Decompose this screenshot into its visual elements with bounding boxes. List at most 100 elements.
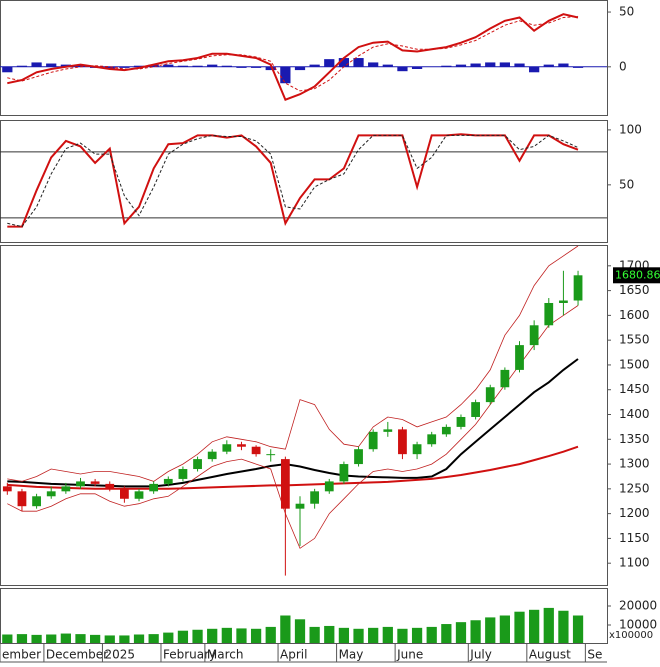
histogram-bar: [470, 63, 481, 67]
candle-body: [368, 431, 378, 450]
candle-body: [251, 446, 261, 455]
candle-body: [149, 483, 159, 492]
y-tick-label: 50: [619, 177, 634, 191]
x-tick-label: July: [469, 648, 492, 662]
candle-body: [134, 491, 144, 499]
candle-body: [193, 459, 202, 470]
candle-body: [32, 496, 41, 507]
histogram-bar: [46, 63, 57, 67]
volume-bar: [265, 626, 276, 643]
candle-body: [280, 459, 290, 509]
histogram-bar: [353, 58, 364, 67]
y-tick-label: 1450: [619, 382, 650, 396]
candle-body: [456, 416, 466, 427]
candle-body: [500, 369, 510, 388]
y-tick-label: 50: [619, 5, 634, 19]
histogram-bar: [16, 65, 28, 67]
unit-label: x100000: [609, 630, 653, 641]
candle-body: [178, 469, 188, 479]
candle-body: [485, 387, 495, 403]
volume-bar: [192, 629, 203, 643]
histogram-bar: [411, 66, 423, 69]
volume-bar: [485, 617, 496, 643]
histogram-bar: [60, 64, 71, 67]
volume-bar: [60, 633, 71, 643]
series-line: [7, 245, 579, 482]
y-tick-label: 1600: [619, 308, 650, 322]
y-tick-label: 1150: [619, 531, 650, 545]
volume-bar: [207, 628, 218, 643]
y-tick-label: 1250: [619, 481, 650, 495]
series-line: [7, 305, 579, 549]
candle-body: [2, 486, 12, 492]
x-tick-label: 2025: [104, 648, 135, 662]
histogram-bar: [119, 66, 130, 68]
candle-body: [46, 491, 56, 497]
candle-body: [354, 449, 363, 465]
volume-bar: [90, 634, 101, 643]
panel-frame: [0, 120, 608, 243]
histogram-bar: [31, 62, 42, 67]
histogram-bar: [499, 62, 510, 67]
histogram-bar: [221, 65, 232, 67]
candle-body: [559, 300, 568, 303]
volume-bar: [324, 625, 335, 643]
candle-body: [529, 325, 539, 346]
volume-bar: [2, 634, 13, 643]
histogram-bar: [265, 66, 276, 71]
volume-bar: [236, 628, 247, 643]
y-tick-label: 0: [619, 59, 627, 73]
candle-body: [412, 444, 422, 455]
candle-body: [76, 481, 85, 487]
volume-bar: [133, 634, 145, 643]
volume-bar: [397, 628, 408, 643]
volume-bar: [499, 615, 510, 643]
histogram-bar: [75, 64, 86, 67]
candle-body: [61, 486, 71, 492]
last-price-box: [613, 267, 660, 284]
candle-body: [427, 434, 437, 445]
volume-bar: [338, 627, 350, 643]
volume-bar: [382, 626, 393, 643]
volume-bar: [221, 627, 232, 643]
histogram-bar: [514, 63, 525, 67]
volume-bar: [572, 615, 584, 643]
candle-body: [324, 481, 334, 492]
histogram-bar: [338, 58, 350, 67]
volume-bar: [426, 626, 437, 643]
histogram-bar: [104, 66, 115, 69]
volume-bar: [31, 634, 42, 643]
y-tick-label: 1200: [619, 506, 650, 520]
candle-body: [544, 302, 554, 326]
histogram-bar: [133, 65, 145, 67]
candle-body: [295, 503, 305, 509]
volume-bar: [294, 619, 306, 643]
histogram-bar: [236, 66, 247, 68]
panel-frame: [0, 588, 608, 644]
histogram-bar: [529, 66, 540, 73]
x-tick-label: April: [280, 648, 307, 662]
volume-bar: [280, 615, 291, 643]
candle-body: [471, 402, 480, 417]
y-tick-label: 1100: [619, 556, 650, 570]
candle-body: [207, 451, 217, 460]
panel-frame: [0, 0, 608, 116]
volume-bar: [163, 632, 174, 643]
volume-bar: [177, 630, 189, 643]
volume-bar: [455, 622, 467, 643]
histogram-bar: [207, 64, 218, 67]
y-tick-label: 100: [619, 122, 642, 136]
histogram-bar: [280, 66, 291, 84]
candle-body: [105, 483, 115, 489]
volume-bar: [543, 607, 554, 643]
histogram-bar: [455, 64, 467, 67]
candle-body: [120, 488, 129, 499]
y-tick-label: 1550: [619, 333, 650, 347]
y-tick-label: 20000: [619, 599, 657, 613]
candle-body: [573, 275, 583, 301]
volume-bar: [16, 634, 28, 643]
x-tick-label: Se: [587, 648, 602, 662]
series-line: [7, 358, 579, 488]
